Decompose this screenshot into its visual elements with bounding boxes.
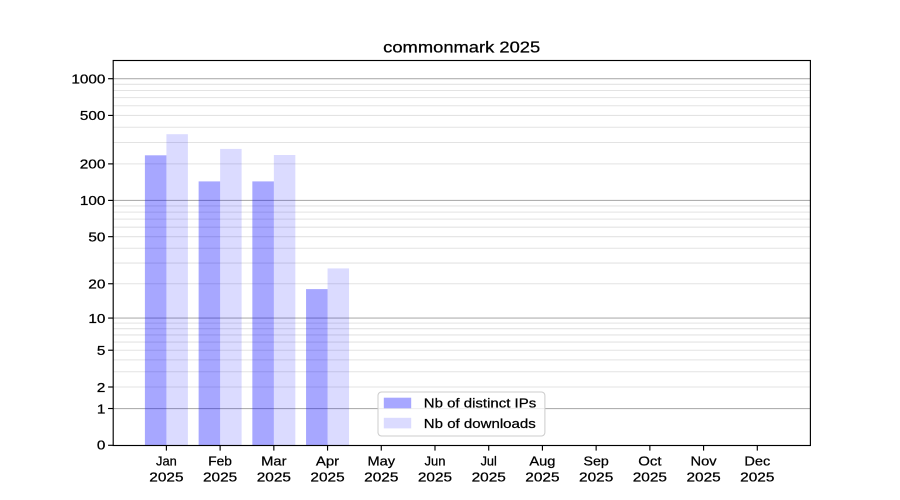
svg-text:Oct: Oct (638, 454, 662, 469)
svg-text:Sep: Sep (584, 454, 609, 469)
svg-text:10: 10 (88, 311, 105, 326)
svg-text:2025: 2025 (633, 470, 667, 485)
svg-text:Nb of downloads: Nb of downloads (424, 416, 536, 431)
svg-text:Mar: Mar (261, 454, 287, 469)
svg-text:2025: 2025 (149, 470, 183, 485)
svg-text:5: 5 (97, 343, 106, 358)
svg-text:2025: 2025 (257, 470, 291, 485)
svg-text:Aug: Aug (529, 454, 555, 469)
svg-text:Nov: Nov (691, 454, 717, 469)
svg-text:2025: 2025 (310, 470, 344, 485)
svg-text:2: 2 (97, 380, 106, 395)
svg-text:Nb of distinct IPs: Nb of distinct IPs (424, 396, 537, 411)
svg-text:2025: 2025 (740, 470, 774, 485)
svg-text:2025: 2025 (364, 470, 398, 485)
svg-text:Jul: Jul (481, 454, 497, 469)
svg-text:2025: 2025 (525, 470, 559, 485)
svg-text:500: 500 (80, 108, 106, 123)
svg-text:0: 0 (97, 438, 106, 453)
svg-text:Jun: Jun (424, 454, 445, 469)
svg-text:100: 100 (80, 193, 106, 208)
svg-text:May: May (367, 454, 395, 469)
svg-text:2025: 2025 (472, 470, 506, 485)
svg-text:Dec: Dec (744, 454, 770, 469)
svg-text:Feb: Feb (208, 454, 232, 469)
svg-text:2025: 2025 (203, 470, 237, 485)
svg-text:200: 200 (80, 157, 106, 172)
svg-text:1000: 1000 (71, 72, 105, 87)
svg-text:2025: 2025 (686, 470, 720, 485)
svg-text:1: 1 (97, 401, 106, 416)
svg-text:2025: 2025 (579, 470, 613, 485)
svg-text:Apr: Apr (316, 454, 340, 469)
svg-text:20: 20 (88, 277, 105, 292)
svg-text:2025: 2025 (418, 470, 452, 485)
svg-text:50: 50 (88, 229, 105, 244)
svg-text:commonmark 2025: commonmark 2025 (383, 39, 540, 56)
svg-text:Jan: Jan (156, 454, 177, 469)
